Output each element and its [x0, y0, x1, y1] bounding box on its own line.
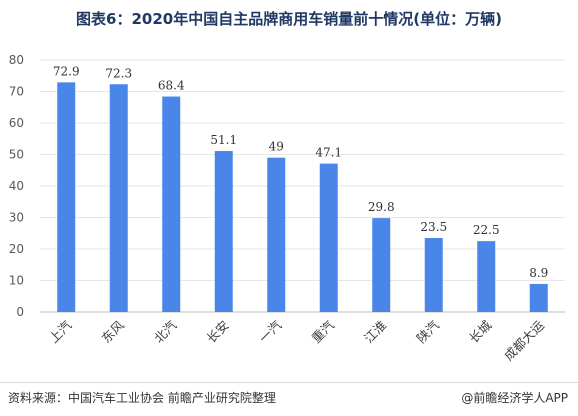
source-text: 资料来源：中国汽车工业协会 前瞻产业研究院整理	[8, 391, 276, 405]
chart-title: 图表6：2020年中国自主品牌商用车销量前十情况(单位：万辆)	[76, 10, 502, 28]
category-label: 一汽	[256, 317, 285, 346]
bar	[529, 283, 548, 312]
category-label: 长城	[466, 317, 495, 346]
data-label: 72.3	[105, 66, 132, 80]
y-axis-ticks: 0 10 20 30 40 50 60 70 80	[9, 53, 24, 319]
category-labels: 上汽 东风 北汽 长安 一汽 重汽 江淮 陕汽 长城 成都大运	[46, 317, 547, 363]
category-label: 重汽	[309, 317, 338, 346]
data-label: 68.4	[158, 79, 185, 93]
y-tick-label: 30	[9, 211, 24, 225]
category-label: 陕汽	[414, 317, 443, 346]
category-label: 东风	[99, 317, 128, 346]
bar	[214, 151, 233, 312]
data-label: 72.9	[53, 64, 80, 78]
category-label: 北汽	[151, 317, 180, 346]
app-credit: @前瞻经济学人APP	[461, 391, 568, 405]
data-label: 51.1	[210, 133, 237, 147]
y-tick-label: 80	[9, 53, 24, 67]
bars	[57, 82, 548, 313]
category-label: 上汽	[46, 317, 75, 346]
y-tick-label: 40	[9, 179, 24, 193]
category-label: 成都大运	[501, 317, 547, 363]
y-tick-label: 20	[9, 242, 24, 256]
bar	[424, 237, 443, 312]
bar	[319, 163, 338, 312]
data-label: 29.8	[368, 200, 395, 214]
data-labels: 72.9 72.3 68.4 51.1 49 47.1 29.8 23.5 22.5 8.9	[53, 64, 548, 280]
data-label: 23.5	[420, 220, 447, 234]
y-tick-label: 10	[9, 274, 24, 288]
y-tick-label: 50	[9, 148, 24, 162]
bar	[372, 218, 391, 312]
category-label: 江淮	[361, 318, 389, 346]
bar-chart: 0 10 20 30 40 50 60 70 80 72.9 72.3 68.4 51.1 49 47.1…	[9, 53, 565, 363]
bar	[162, 96, 181, 312]
category-label: 长安	[204, 318, 232, 346]
data-label: 47.1	[315, 146, 342, 160]
footer-divider	[0, 382, 578, 383]
y-tick-label: 70	[9, 85, 24, 99]
data-label: 8.9	[529, 266, 548, 280]
y-tick-label: 0	[16, 305, 24, 319]
bar	[109, 84, 128, 312]
bar	[477, 241, 496, 312]
y-tick-label: 60	[9, 116, 24, 130]
bar	[57, 82, 76, 313]
data-label: 49	[269, 140, 284, 154]
bar	[267, 157, 286, 312]
data-label: 22.5	[473, 223, 500, 237]
